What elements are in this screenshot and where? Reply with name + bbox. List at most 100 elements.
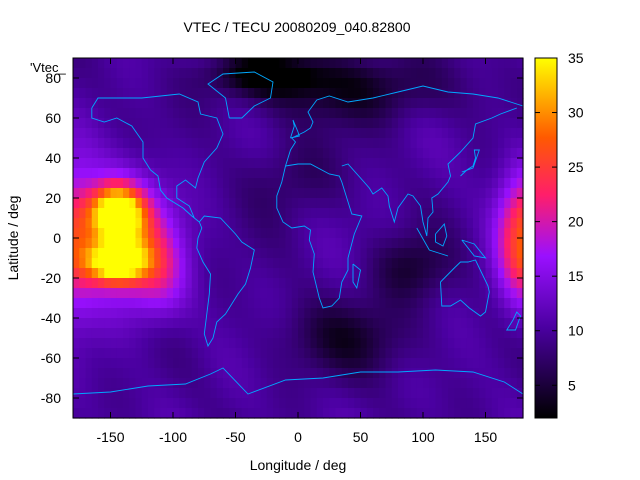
- heatmap-cell: [473, 128, 480, 139]
- heatmap-cell: [135, 408, 143, 419]
- heatmap-cell: [279, 298, 287, 309]
- heatmap-cell: [479, 68, 487, 79]
- heatmap-cell: [129, 98, 137, 109]
- heatmap-cell: [210, 108, 218, 119]
- heatmap-cell: [473, 138, 480, 149]
- heatmap-cell: [291, 398, 299, 409]
- heatmap-cell: [73, 378, 80, 389]
- heatmap-cell: [291, 348, 299, 359]
- heatmap-cell: [73, 398, 80, 409]
- heatmap-cell: [516, 258, 524, 269]
- heatmap-cell: [423, 388, 430, 399]
- heatmap-cell: [79, 368, 87, 379]
- heatmap-cell: [391, 208, 399, 219]
- heatmap-cell: [110, 308, 118, 319]
- heatmap-cell: [498, 168, 505, 179]
- heatmap-cell: [454, 178, 462, 189]
- heatmap-cell: [160, 288, 168, 299]
- heatmap-cell: [91, 368, 99, 379]
- heatmap-cell: [229, 118, 237, 129]
- heatmap-cell: [173, 298, 180, 309]
- heatmap-cell: [435, 178, 443, 189]
- heatmap-cell: [73, 248, 80, 259]
- heatmap-cell: [185, 338, 193, 349]
- heatmap-cell: [435, 118, 443, 129]
- heatmap-cell: [285, 328, 293, 339]
- heatmap-cell: [254, 138, 262, 149]
- heatmap-cell: [98, 258, 105, 269]
- heatmap-cell: [373, 398, 380, 409]
- heatmap-cell: [379, 128, 387, 139]
- heatmap-cell: [285, 138, 293, 149]
- heatmap-cell: [79, 228, 87, 239]
- heatmap-cell: [354, 68, 362, 79]
- heatmap-cell: [148, 208, 155, 219]
- heatmap-cell: [391, 338, 399, 349]
- heatmap-cell: [410, 218, 418, 229]
- heatmap-cell: [366, 188, 374, 199]
- heatmap-cell: [379, 238, 387, 249]
- heatmap-cell: [373, 128, 380, 139]
- heatmap-cell: [273, 148, 280, 159]
- heatmap-cell: [141, 328, 149, 339]
- heatmap-cell: [73, 168, 80, 179]
- heatmap-cell: [479, 278, 487, 289]
- heatmap-cell: [204, 408, 212, 419]
- heatmap-cell: [173, 348, 180, 359]
- heatmap-cell: [360, 248, 368, 259]
- heatmap-cell: [204, 258, 212, 269]
- heatmap-cell: [260, 258, 268, 269]
- heatmap-cell: [116, 228, 124, 239]
- heatmap-cell: [429, 218, 437, 229]
- heatmap-cell: [241, 358, 249, 369]
- heatmap-cell: [235, 278, 243, 289]
- heatmap-cell: [173, 308, 180, 319]
- heatmap-cell: [73, 288, 80, 299]
- heatmap-cell: [491, 298, 499, 309]
- heatmap-cell: [323, 148, 330, 159]
- heatmap-cell: [310, 378, 318, 389]
- heatmap-cell: [441, 368, 449, 379]
- heatmap-cell: [229, 338, 237, 349]
- heatmap-cell: [404, 208, 412, 219]
- heatmap-cell: [210, 248, 218, 259]
- heatmap-cell: [216, 348, 224, 359]
- heatmap-cell: [323, 128, 330, 139]
- heatmap-cell: [285, 308, 293, 319]
- heatmap-cell: [179, 268, 187, 279]
- heatmap-cell: [254, 298, 262, 309]
- heatmap-cell: [91, 378, 99, 389]
- heatmap-cell: [173, 238, 180, 249]
- heatmap-cell: [110, 318, 118, 329]
- heatmap-cell: [266, 378, 274, 389]
- heatmap-cell: [223, 118, 230, 129]
- heatmap-cell: [216, 358, 224, 369]
- heatmap-cell: [91, 398, 99, 409]
- heatmap-cell: [123, 158, 130, 169]
- heatmap-cell: [316, 208, 324, 219]
- heatmap-cell: [304, 398, 312, 409]
- heatmap-cell: [479, 128, 487, 139]
- heatmap-cell: [498, 358, 505, 369]
- heatmap-cell: [73, 178, 80, 189]
- heatmap-cell: [210, 308, 218, 319]
- heatmap-cell: [254, 248, 262, 259]
- heatmap-cell: [79, 208, 87, 219]
- heatmap-cell: [98, 318, 105, 329]
- heatmap-cell: [98, 308, 105, 319]
- heatmap-cell: [498, 228, 505, 239]
- heatmap-cell: [466, 238, 474, 249]
- heatmap-cell: [166, 348, 174, 359]
- heatmap-cell: [416, 98, 424, 109]
- heatmap-cell: [441, 88, 449, 99]
- heatmap-cell: [304, 258, 312, 269]
- heatmap-cell: [491, 98, 499, 109]
- heatmap-cell: [154, 88, 162, 99]
- heatmap-cell: [123, 148, 130, 159]
- heatmap-cell: [379, 298, 387, 309]
- heatmap-cell: [135, 328, 143, 339]
- heatmap-cell: [485, 128, 493, 139]
- heatmap-cell: [391, 288, 399, 299]
- heatmap-cell: [173, 98, 180, 109]
- heatmap-cell: [473, 388, 480, 399]
